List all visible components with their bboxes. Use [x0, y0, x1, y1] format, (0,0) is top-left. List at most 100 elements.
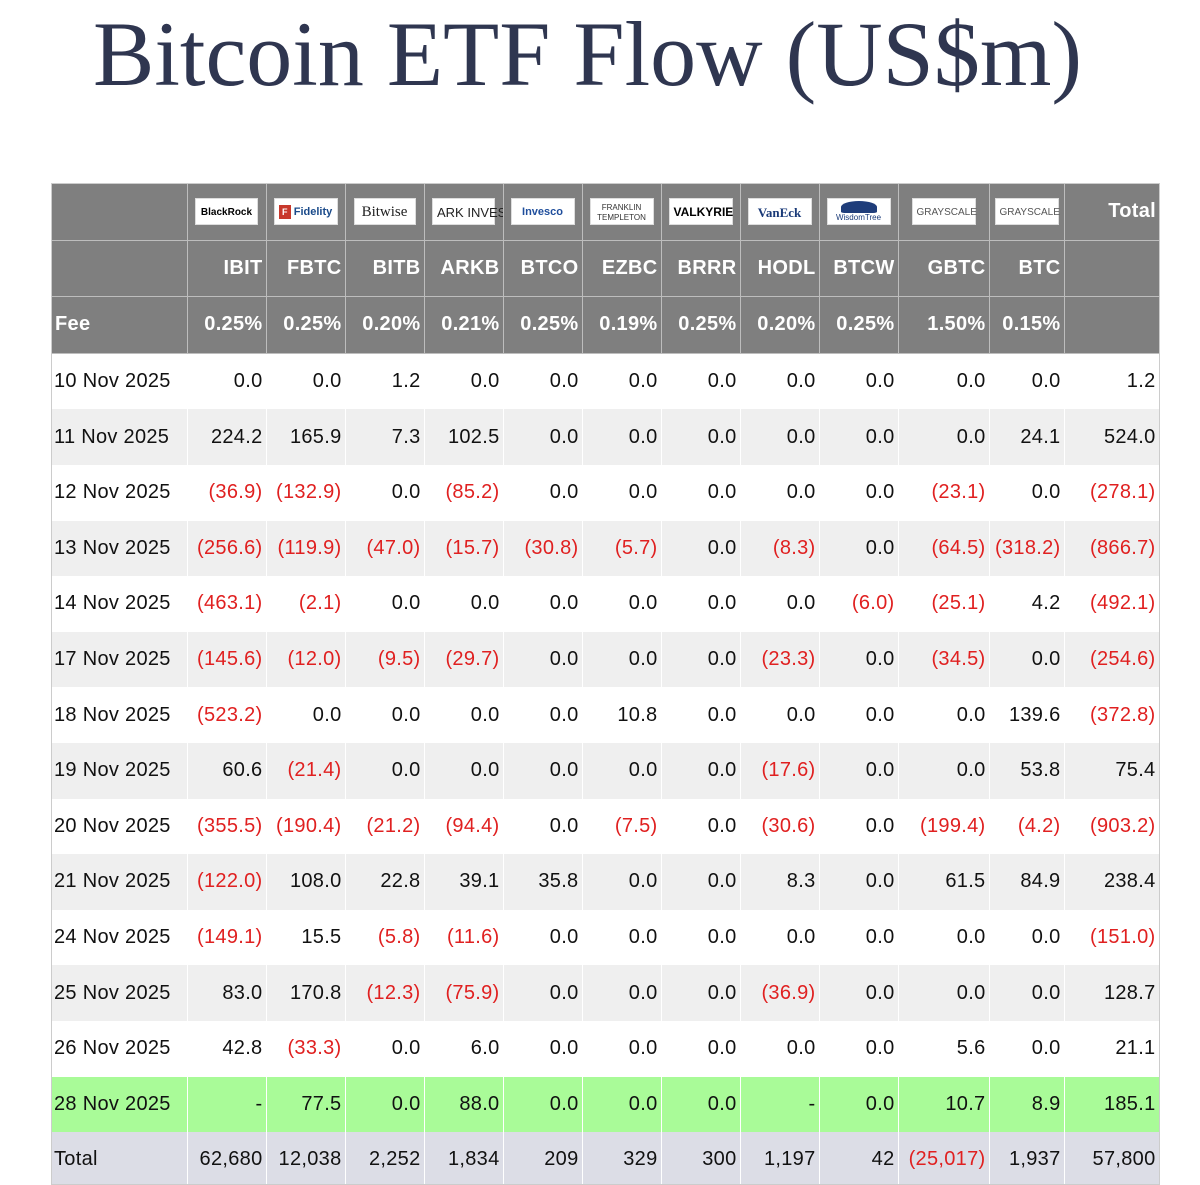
flow-cell: 0.0: [740, 353, 820, 410]
flow-cell: 0.0: [266, 687, 346, 743]
row-total: (151.0): [1064, 909, 1159, 966]
row-total: 238.4: [1064, 854, 1159, 910]
header-blank: [52, 184, 188, 241]
flow-cell: 0.0: [424, 353, 504, 410]
flow-cell: 60.6: [187, 742, 267, 799]
flow-cell: 42.8: [187, 1020, 267, 1077]
issuer-logo-invesco: Invesco: [503, 184, 583, 241]
row-total: (278.1): [1064, 464, 1159, 521]
row-total: 1.2: [1064, 353, 1159, 410]
flow-cell: 24.1: [989, 409, 1065, 465]
flow-cell: 77.5: [266, 1076, 346, 1133]
row-date: 26 Nov 2025: [52, 1020, 188, 1077]
flow-cell: (23.3): [740, 631, 820, 688]
issuer-logo-grayscale-btc: GRAYSCALE: [989, 184, 1065, 241]
flow-cell: (30.6): [740, 798, 820, 855]
issuer-logo-ark: ARK INVEST: [424, 184, 504, 241]
flow-cell: 0.0: [819, 965, 899, 1021]
flow-cell: 0.0: [989, 909, 1065, 966]
fee-ibit: 0.25%: [187, 296, 267, 354]
flow-cell: (190.4): [266, 798, 346, 855]
issuer-logo-blackrock: BlackRock: [187, 184, 267, 241]
row-date: 19 Nov 2025: [52, 742, 188, 799]
invesco-logo-icon: Invesco: [510, 198, 575, 226]
flow-cell: 0.0: [898, 965, 990, 1021]
table-row: 25 Nov 2025 83.0 170.8 (12.3) (75.9) 0.0 0.0 0.…: [52, 965, 1159, 1021]
flow-cell: (36.9): [187, 464, 267, 521]
ticker-arkb: ARKB: [424, 240, 504, 298]
flow-cell: (12.0): [266, 631, 346, 688]
row-date: 18 Nov 2025: [52, 687, 188, 743]
flow-cell: (523.2): [187, 687, 267, 743]
flow-cell: 102.5: [424, 409, 504, 465]
row-date: 13 Nov 2025: [52, 520, 188, 577]
flow-cell: 0.0: [898, 409, 990, 465]
totals-cell: 1,937: [989, 1132, 1065, 1184]
grand-total: 57,800: [1064, 1132, 1159, 1184]
flow-cell: (122.0): [187, 854, 267, 910]
flow-cell: 0.0: [345, 576, 425, 632]
flow-cell: 0.0: [582, 1076, 662, 1133]
fidelity-logo-icon: F Fidelity: [273, 198, 338, 226]
flow-cell: 0.0: [661, 854, 741, 910]
flow-cell: (463.1): [187, 576, 267, 632]
flow-cell: 0.0: [424, 576, 504, 632]
flow-cell: (85.2): [424, 464, 504, 521]
flow-cell: 0.0: [582, 1020, 662, 1077]
flow-cell: 0.0: [661, 353, 741, 410]
flow-cell: (132.9): [266, 464, 346, 521]
flow-cell: 6.0: [424, 1020, 504, 1077]
flow-cell: 0.0: [989, 1020, 1065, 1077]
totals-cell: 62,680: [187, 1132, 267, 1184]
totals-cell: 300: [661, 1132, 741, 1184]
ticker-btc: BTC: [989, 240, 1065, 298]
flow-cell: 0.0: [740, 409, 820, 465]
flow-cell: 5.6: [898, 1020, 990, 1077]
fee-fbtc: 0.25%: [266, 296, 346, 354]
totals-row: Total 62,680 12,038 2,252 1,834 209 329 300 1,19…: [52, 1132, 1159, 1184]
flow-cell: 0.0: [898, 353, 990, 410]
flow-cell: 1.2: [345, 353, 425, 410]
flow-cell: 224.2: [187, 409, 267, 465]
blackrock-logo-icon: BlackRock: [195, 198, 258, 226]
row-total: 185.1: [1064, 1076, 1159, 1133]
flow-cell: 0.0: [819, 409, 899, 465]
flow-cell: 0.0: [503, 576, 583, 632]
row-total: (492.1): [1064, 576, 1159, 632]
flow-cell: 8.3: [740, 854, 820, 910]
issuer-logo-fidelity: F Fidelity: [266, 184, 346, 241]
flow-cell: 0.0: [661, 576, 741, 632]
flow-cell: 0.0: [661, 909, 741, 966]
flow-cell: 0.0: [740, 1020, 820, 1077]
ticker-ezbc: EZBC: [582, 240, 662, 298]
flow-cell: 88.0: [424, 1076, 504, 1133]
flow-cell: (30.8): [503, 520, 583, 577]
issuer-logo-valkyrie: VALKYRIE: [661, 184, 741, 241]
row-date: 12 Nov 2025: [52, 464, 188, 521]
flow-cell: 0.0: [740, 576, 820, 632]
flow-cell: (15.7): [424, 520, 504, 577]
totals-cell: 12,038: [266, 1132, 346, 1184]
wisdomtree-logo-icon: WisdomTree: [826, 198, 891, 226]
table-row: 12 Nov 2025 (36.9) (132.9) 0.0 (85.2) 0.0 0.0 0…: [52, 464, 1159, 521]
flow-cell: 10.7: [898, 1076, 990, 1133]
flow-cell: 0.0: [661, 798, 741, 855]
flow-cell: (9.5): [345, 631, 425, 688]
flow-cell: 8.9: [989, 1076, 1065, 1133]
flow-cell: 0.0: [345, 687, 425, 743]
flow-cell: 0.0: [819, 1020, 899, 1077]
flow-cell: 4.2: [989, 576, 1065, 632]
flow-cell: 0.0: [819, 353, 899, 410]
fee-brrr: 0.25%: [661, 296, 741, 354]
flow-cell: 0.0: [819, 909, 899, 966]
row-date: 11 Nov 2025: [52, 409, 188, 465]
flow-cell: 0.0: [582, 464, 662, 521]
flow-cell: 0.0: [661, 409, 741, 465]
flow-cell: 22.8: [345, 854, 425, 910]
flow-cell: 0.0: [819, 631, 899, 688]
flow-cell: 0.0: [898, 687, 990, 743]
flow-cell: (5.7): [582, 520, 662, 577]
flow-cell: 0.0: [582, 409, 662, 465]
flow-cell: 0.0: [582, 576, 662, 632]
valkyrie-logo-icon: VALKYRIE: [668, 198, 733, 226]
